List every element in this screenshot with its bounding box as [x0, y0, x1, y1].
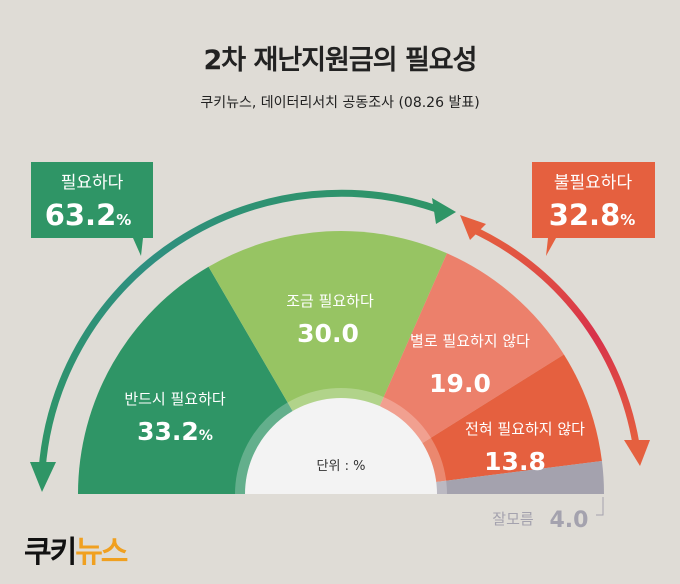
slice-label: 별로 필요하지 않다 — [410, 332, 530, 350]
green-arrow-head-down — [30, 462, 56, 492]
chart-title: 2차 재난지원금의 필요성 — [203, 45, 478, 76]
group-label: 불필요하다 — [554, 173, 633, 193]
red-arrow-arc — [468, 224, 640, 445]
green-arrow-head-right — [432, 198, 456, 224]
group-label: 필요하다 — [61, 173, 124, 193]
dontknow-leader — [596, 497, 604, 516]
chart-subtitle: 쿠키뉴스, 데이터리서치 공동조사 (08.26 발표) — [200, 95, 480, 111]
green-arrow-arc — [38, 189, 442, 471]
red-arrow-head-down — [624, 440, 650, 466]
slice-value: 19.0 — [429, 369, 491, 398]
slice-label: 반드시 필요하다 — [124, 390, 226, 408]
slice-2 — [208, 230, 447, 494]
group-callout-need: 필요하다 63.2% — [31, 162, 153, 256]
slice-label: 전혀 필요하지 않다 — [465, 420, 585, 438]
slice-label: 잘모름 — [492, 510, 534, 528]
center-hole — [245, 398, 437, 494]
slice-value: 33.2% — [137, 417, 213, 446]
slice-value: 13.8 — [484, 447, 546, 476]
group-value: 32.8% — [549, 198, 636, 232]
group-value: 63.2% — [45, 198, 132, 232]
slice-value: 30.0 — [297, 319, 359, 348]
red-arrow-head-up — [460, 215, 486, 240]
slice-label: 조금 필요하다 — [286, 292, 374, 310]
kukinews-logo: 쿠키뉴스 — [24, 535, 128, 570]
slice-value: 4.0 — [550, 508, 589, 533]
group-callout-not-need: 불필요하다 32.8% — [532, 162, 655, 256]
unit-label: 단위 : % — [317, 459, 366, 474]
